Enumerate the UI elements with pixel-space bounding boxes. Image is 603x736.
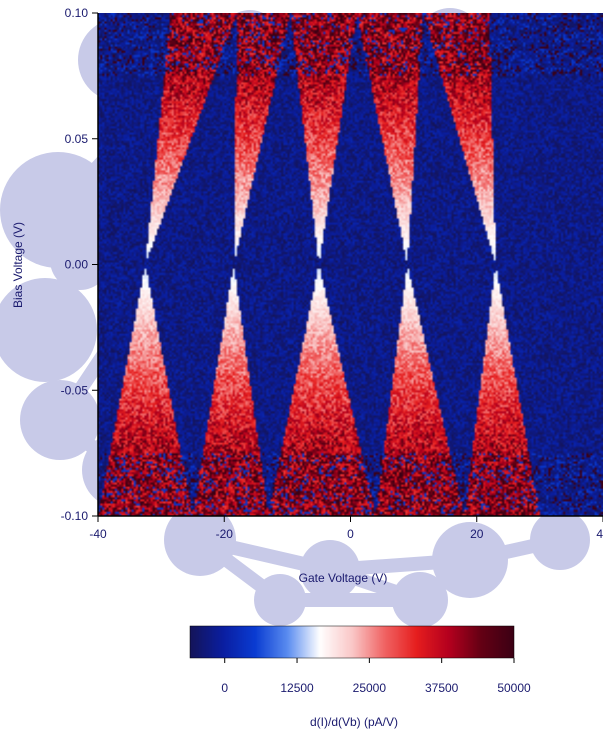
colorbar-ticks: 0 12500 25000 37500 50000 (221, 658, 531, 695)
x-axis-label: Gate Voltage (V) (299, 571, 388, 585)
y-tick-label: 0.00 (65, 258, 89, 272)
heatmap-image (98, 13, 603, 516)
molecule-atom (392, 572, 448, 628)
x-tick-label: 40 (596, 527, 603, 541)
colorbar-frame (189, 625, 515, 659)
molecule-atom (432, 522, 508, 598)
y-axis-label: Bias Voltage (V) (11, 222, 25, 308)
colorbar-tick-label: 37500 (425, 681, 459, 695)
colorbar-tick-label: 12500 (280, 681, 314, 695)
x-tick-label: -20 (216, 527, 234, 541)
molecule-atom (164, 504, 236, 576)
colorbar-tick-label: 0 (221, 681, 228, 695)
colorbar-label: d(I)/d(Vb) (pA/V) (310, 715, 398, 729)
molecule-atom (254, 574, 306, 626)
molecule-atom (300, 540, 360, 600)
molecule-atom (20, 380, 100, 460)
molecule-atom (530, 510, 590, 570)
plot-area: -40 -20 0 20 40 -0.10 -0.05 0.00 0.05 0.10 (61, 6, 603, 541)
x-tick-label: 20 (470, 527, 484, 541)
molecule-atom (50, 230, 110, 290)
y-tick-label: -0.05 (61, 383, 89, 397)
x-tick-label: -40 (89, 527, 107, 541)
y-tick-label: 0.05 (65, 132, 89, 146)
colorbar-gradient (190, 626, 514, 658)
colorbar-tick-label: 25000 (353, 681, 387, 695)
colorbar-tick-label: 50000 (497, 681, 531, 695)
axes: -40 -20 0 20 40 -0.10 -0.05 0.00 0.05 0.10 (61, 6, 603, 541)
y-tick-label: 0.10 (65, 6, 89, 20)
x-tick-label: 0 (347, 527, 354, 541)
colorbar: 0 12500 25000 37500 50000 d(I)/d(Vb) (pA/V) (189, 625, 531, 729)
y-tick-label: -0.10 (61, 509, 89, 523)
molecule-atom (0, 278, 97, 382)
